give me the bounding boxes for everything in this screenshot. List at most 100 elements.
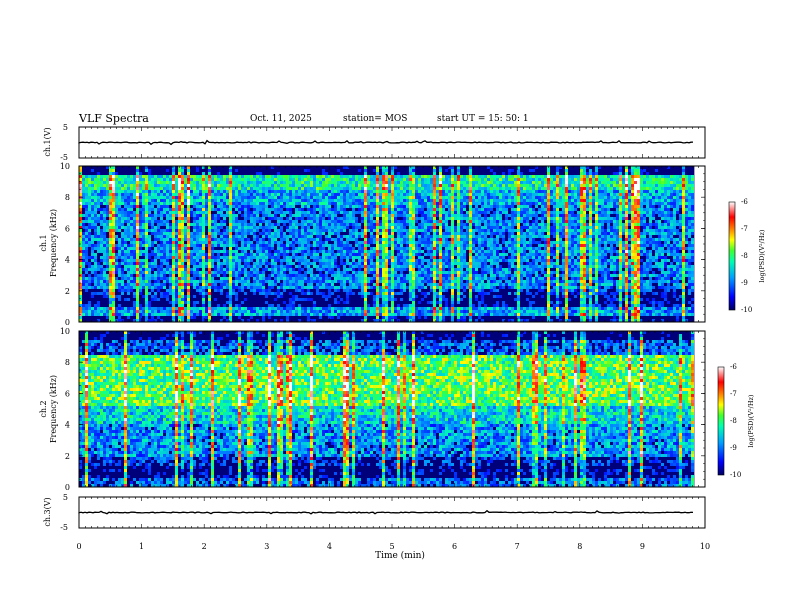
spectrogram-cell bbox=[256, 187, 259, 190]
spectrogram-cell bbox=[169, 274, 172, 277]
spectrogram-cell bbox=[226, 280, 229, 283]
spectrogram-cell bbox=[322, 250, 325, 253]
spectrogram-cell bbox=[196, 187, 199, 190]
spectrogram-cell bbox=[112, 175, 115, 178]
spectrogram-cell bbox=[103, 223, 106, 226]
spectrogram-cell bbox=[223, 199, 226, 202]
spectrogram-cell bbox=[280, 253, 283, 256]
spectrogram-cell bbox=[94, 190, 97, 193]
spectrogram-cell bbox=[400, 193, 403, 196]
spectrogram-cell bbox=[259, 190, 262, 193]
spectrogram-cell bbox=[415, 262, 418, 265]
spectrogram-cell bbox=[406, 262, 409, 265]
spectrogram-cell bbox=[289, 307, 292, 310]
spectrogram-cell bbox=[205, 262, 208, 265]
spectrogram-cell bbox=[352, 280, 355, 283]
spectrogram-cell bbox=[145, 280, 148, 283]
spectrogram-cell bbox=[310, 268, 313, 271]
spectrogram-cell bbox=[340, 310, 343, 313]
spectrogram-cell bbox=[298, 250, 301, 253]
spectrogram-cell bbox=[358, 250, 361, 253]
spectrogram-cell bbox=[355, 184, 358, 187]
spectrogram-cell bbox=[133, 175, 136, 178]
spectrogram-cell bbox=[196, 253, 199, 256]
spectrogram-cell bbox=[313, 181, 316, 184]
spectrogram-cell bbox=[352, 283, 355, 286]
spectrogram-cell bbox=[283, 271, 286, 274]
spectrogram-cell bbox=[400, 247, 403, 250]
spectrogram-cell bbox=[205, 307, 208, 310]
spectrogram-cell bbox=[409, 199, 412, 202]
spectrogram-cell bbox=[121, 211, 124, 214]
spectrogram-cell bbox=[364, 166, 367, 169]
spectrogram-cell bbox=[388, 241, 391, 244]
spectrogram-cell bbox=[346, 262, 349, 265]
spectrogram-cell bbox=[415, 181, 418, 184]
spectrogram-cell bbox=[166, 205, 169, 208]
spectrogram-cell bbox=[223, 205, 226, 208]
spectrogram-cell bbox=[364, 226, 367, 229]
spectrogram-cell bbox=[178, 232, 181, 235]
spectrogram-cell bbox=[196, 169, 199, 172]
spectrogram-cell bbox=[115, 283, 118, 286]
spectrogram-cell bbox=[328, 292, 331, 295]
spectrogram-cell bbox=[361, 175, 364, 178]
spectrogram-cell bbox=[403, 211, 406, 214]
spectrogram-cell bbox=[106, 220, 109, 223]
spectrogram-cell bbox=[175, 238, 178, 241]
spectrogram-cell bbox=[136, 289, 139, 292]
spectrogram-cell bbox=[106, 238, 109, 241]
spectrogram-cell bbox=[136, 298, 139, 301]
spectrogram-cell bbox=[121, 307, 124, 310]
spectrogram-cell bbox=[421, 292, 424, 295]
spectrogram-cell bbox=[193, 181, 196, 184]
spectrogram-cell bbox=[196, 193, 199, 196]
spectrogram-cell bbox=[313, 277, 316, 280]
spectrogram-cell bbox=[289, 184, 292, 187]
spectrogram-cell bbox=[190, 175, 193, 178]
spectrogram-cell bbox=[394, 178, 397, 181]
spectrogram-cell bbox=[340, 193, 343, 196]
spectrogram-cell bbox=[202, 214, 205, 217]
spectrogram-cell bbox=[208, 307, 211, 310]
spectrogram-cell bbox=[322, 214, 325, 217]
spectrogram-cell bbox=[337, 271, 340, 274]
spectrogram-cell bbox=[214, 310, 217, 313]
spectrogram-cell bbox=[397, 307, 400, 310]
spectrogram-cell bbox=[202, 202, 205, 205]
spectrogram-cell bbox=[94, 211, 97, 214]
spectrogram-cell bbox=[322, 169, 325, 172]
spectrogram-cell bbox=[316, 256, 319, 259]
spectrogram-cell bbox=[253, 211, 256, 214]
spectrogram-cell bbox=[343, 241, 346, 244]
spectrogram-cell bbox=[265, 235, 268, 238]
spectrogram-cell bbox=[199, 175, 202, 178]
spectrogram-cell bbox=[310, 319, 313, 322]
spectrogram-cell bbox=[358, 313, 361, 316]
spectrogram-cell bbox=[337, 181, 340, 184]
spectrogram-cell bbox=[184, 235, 187, 238]
spectrogram-cell bbox=[175, 196, 178, 199]
spectrogram-cell bbox=[208, 196, 211, 199]
spectrogram-cell bbox=[265, 193, 268, 196]
spectrogram-cell bbox=[187, 256, 190, 259]
spectrogram-cell bbox=[151, 220, 154, 223]
spectrogram-cell bbox=[94, 181, 97, 184]
spectrogram-cell bbox=[178, 169, 181, 172]
date-label: Oct. 11, 2025 bbox=[250, 114, 312, 124]
spectrogram-cell bbox=[373, 238, 376, 241]
spectrogram-cell bbox=[193, 214, 196, 217]
spectrogram-cell bbox=[364, 268, 367, 271]
spectrogram-cell bbox=[265, 253, 268, 256]
spectrogram-cell bbox=[157, 190, 160, 193]
spectrogram-cell bbox=[310, 274, 313, 277]
spectrogram-cell bbox=[400, 241, 403, 244]
spectrogram-cell bbox=[235, 259, 238, 262]
spectrogram-cell bbox=[193, 190, 196, 193]
spectrogram-cell bbox=[253, 181, 256, 184]
spectrogram-cell bbox=[211, 262, 214, 265]
spectrogram-cell bbox=[97, 199, 100, 202]
spectrogram-cell bbox=[79, 211, 82, 214]
spectrogram-cell bbox=[274, 310, 277, 313]
